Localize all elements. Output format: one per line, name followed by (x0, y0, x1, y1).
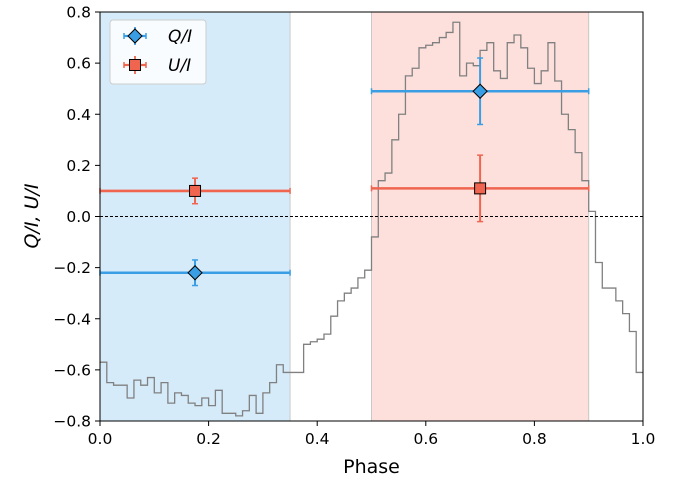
legend-label: U/I (168, 56, 191, 76)
x-tick-label: 0.2 (196, 430, 221, 448)
x-tick-label: 0.4 (305, 430, 330, 448)
data-markers (187, 83, 488, 281)
y-tick-label: 0.2 (66, 157, 91, 175)
legend: Q/I U/I (109, 19, 207, 85)
y-tick-label: 0.6 (66, 55, 91, 73)
y-tick-label: 0.4 (66, 106, 91, 124)
y-axis-ticks: −0.8 −0.6 −0.4 −0.2 0.0 0.2 0.4 0.6 0.8 (53, 4, 100, 431)
legend-marker-diamond (127, 28, 143, 44)
light-curve-path (100, 21, 643, 417)
marker-square-1-0 (189, 184, 202, 197)
marker-square-1-1 (474, 182, 487, 195)
x-axis-ticks: 0.0 0.2 0.4 0.6 0.8 1.0 (88, 421, 656, 448)
legend-label: Q/I (168, 27, 192, 47)
x-tick-label: 0.6 (413, 430, 438, 448)
y-tick-label: −0.4 (53, 310, 91, 328)
legend-entry-0: Q/I (123, 27, 192, 47)
marker-diamond-0-1 (472, 83, 488, 99)
x-tick-label: 0.0 (88, 430, 113, 448)
y-tick-label: 0.8 (66, 4, 91, 22)
legend-entry-1: U/I (123, 56, 191, 76)
x-tick-label: 0.8 (522, 430, 547, 448)
light-curve (100, 21, 643, 417)
x-axis-label: Phase (343, 456, 400, 478)
y-tick-label: −0.2 (53, 259, 91, 277)
y-tick-label: −0.6 (53, 361, 91, 379)
legend-marker-square (129, 59, 141, 71)
marker-diamond-0-0 (187, 265, 203, 281)
y-tick-label: −0.8 (53, 413, 91, 431)
x-tick-label: 1.0 (631, 430, 656, 448)
y-tick-label: 0.0 (66, 208, 91, 226)
y-axis-label: Q/I, U/I (21, 183, 43, 248)
